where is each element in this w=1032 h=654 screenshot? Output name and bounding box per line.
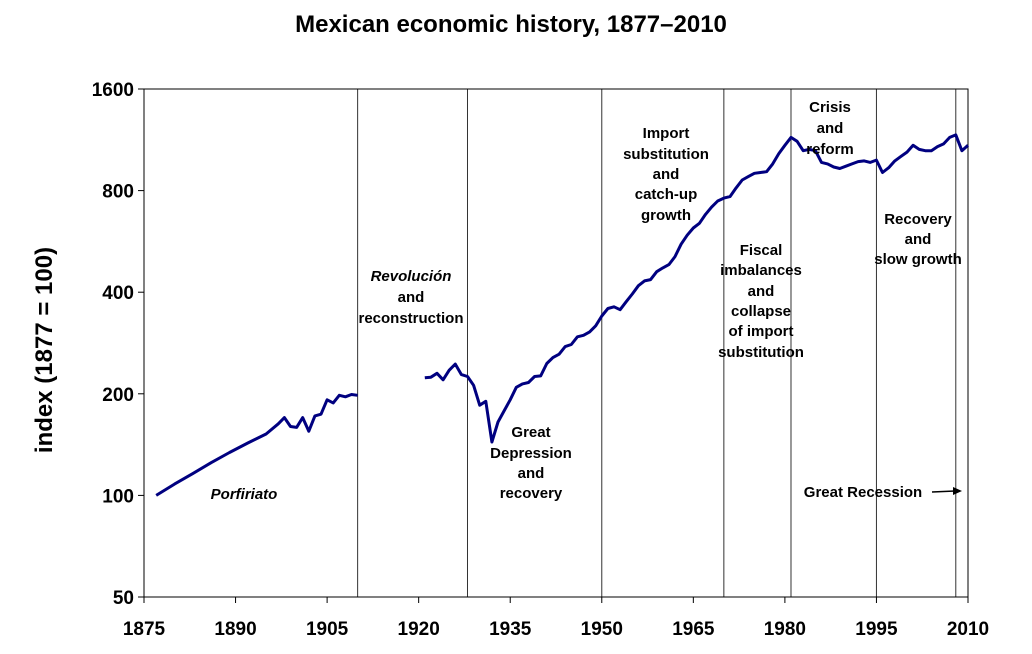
annotation-import-4: catch-up	[635, 186, 698, 203]
x-tick-label: 1995	[855, 619, 898, 640]
annotations: Porfiriato Revolución and reconstruction…	[211, 99, 962, 503]
annotation-recovery-2: and	[905, 231, 932, 248]
x-tick-label: 2010	[947, 619, 989, 640]
annotation-fiscal-3: and	[748, 283, 775, 300]
y-axis-label: index (1877 = 100)	[31, 247, 58, 453]
annotation-porfiriato: Porfiriato	[211, 486, 278, 503]
x-tick-label: 1890	[214, 619, 256, 640]
annotation-fiscal-5: of import	[729, 323, 794, 340]
y-tick-label: 200	[102, 385, 134, 406]
annotation-crisis-3: reform	[806, 141, 854, 158]
y-tick-label: 50	[113, 588, 134, 609]
x-tick-label: 1875	[123, 619, 166, 640]
series-line	[424, 133, 969, 444]
chart-title: Mexican economic history, 1877–2010	[295, 11, 727, 38]
plot-area	[143, 88, 969, 598]
x-tick-label: 1965	[672, 619, 715, 640]
annotation-recovery-3: slow growth	[874, 251, 962, 268]
annotation-revolucion-3: reconstruction	[358, 310, 463, 327]
x-tick-label: 1980	[764, 619, 806, 640]
x-tick-label: 1905	[306, 619, 349, 640]
annotation-revolucion-2: and	[398, 289, 425, 306]
y-tick-label: 400	[102, 283, 134, 304]
x-tick-label: 1920	[398, 619, 440, 640]
annotation-fiscal-6: substitution	[718, 344, 804, 361]
annotation-depression-2: Depression	[490, 445, 572, 462]
y-axis-ticks: 50 100 200 400 800 1600	[92, 80, 144, 609]
annotation-revolucion: Revolución	[371, 268, 452, 285]
data-lines	[155, 133, 969, 497]
annotation-depression-4: recovery	[500, 485, 563, 502]
annotation-crisis-1: Crisis	[809, 99, 851, 116]
y-tick-label: 1600	[92, 80, 134, 101]
series-line	[155, 393, 358, 497]
annotation-great-recession: Great Recession	[804, 484, 922, 501]
annotation-recovery-1: Recovery	[884, 211, 952, 228]
annotation-fiscal-4: collapse	[731, 303, 791, 320]
great-recession-arrow-icon	[931, 487, 962, 495]
y-tick-label: 800	[102, 182, 134, 203]
annotation-import-1: Import	[643, 125, 690, 142]
annotation-fiscal-1: Fiscal	[740, 242, 783, 259]
annotation-depression-1: Great	[511, 424, 550, 441]
x-axis-ticks: 1875 1890 1905 1920 1935 1950 1965 1980 1995 2010	[123, 597, 989, 640]
x-tick-label: 1950	[581, 619, 623, 640]
period-dividers	[357, 89, 957, 597]
annotation-depression-3: and	[518, 465, 545, 482]
annotation-import-2: substitution	[623, 146, 709, 163]
annotation-import-3: and	[653, 166, 680, 183]
y-tick-label: 100	[102, 486, 134, 507]
annotation-crisis-2: and	[817, 120, 844, 137]
annotation-import-5: growth	[641, 207, 691, 224]
x-tick-label: 1935	[489, 619, 532, 640]
annotation-fiscal-2: imbalances	[720, 262, 802, 279]
